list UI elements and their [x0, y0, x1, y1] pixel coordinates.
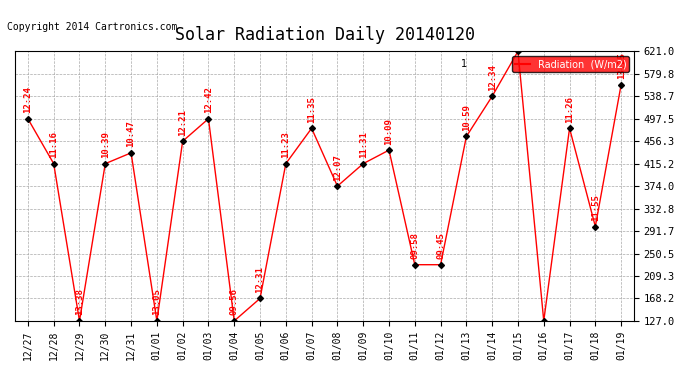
- Text: 12:42: 12:42: [204, 86, 213, 113]
- Text: 12:24: 12:24: [23, 86, 32, 113]
- Text: 12:31: 12:31: [255, 266, 264, 293]
- Text: 09:56: 09:56: [230, 288, 239, 315]
- Text: 13:05: 13:05: [152, 288, 161, 315]
- Text: 11:26: 11:26: [565, 96, 574, 123]
- Text: 09:58: 09:58: [411, 232, 420, 259]
- Text: 11:35: 11:35: [307, 96, 316, 123]
- Text: 11:55: 11:55: [591, 194, 600, 221]
- Text: 11:23: 11:23: [282, 131, 290, 158]
- Text: 1: 1: [461, 60, 467, 69]
- Legend: Radiation  (W/m2): Radiation (W/m2): [512, 56, 629, 72]
- Text: Copyright 2014 Cartronics.com: Copyright 2014 Cartronics.com: [7, 22, 177, 32]
- Text: 10:39: 10:39: [101, 131, 110, 158]
- Text: 13:38: 13:38: [75, 288, 84, 315]
- Text: 12:21: 12:21: [178, 109, 187, 136]
- Text: 11:31: 11:31: [359, 131, 368, 158]
- Text: 11:16: 11:16: [49, 131, 58, 158]
- Text: 10:59: 10:59: [462, 104, 471, 131]
- Text: 12:34: 12:34: [488, 64, 497, 91]
- Text: 13:25: 13:25: [617, 52, 626, 79]
- Text: 12:07: 12:07: [333, 154, 342, 181]
- Title: Solar Radiation Daily 20140120: Solar Radiation Daily 20140120: [175, 26, 475, 44]
- Text: 10:09: 10:09: [384, 118, 393, 145]
- Text: 10:47: 10:47: [126, 120, 135, 147]
- Text: 09:45: 09:45: [436, 232, 445, 259]
